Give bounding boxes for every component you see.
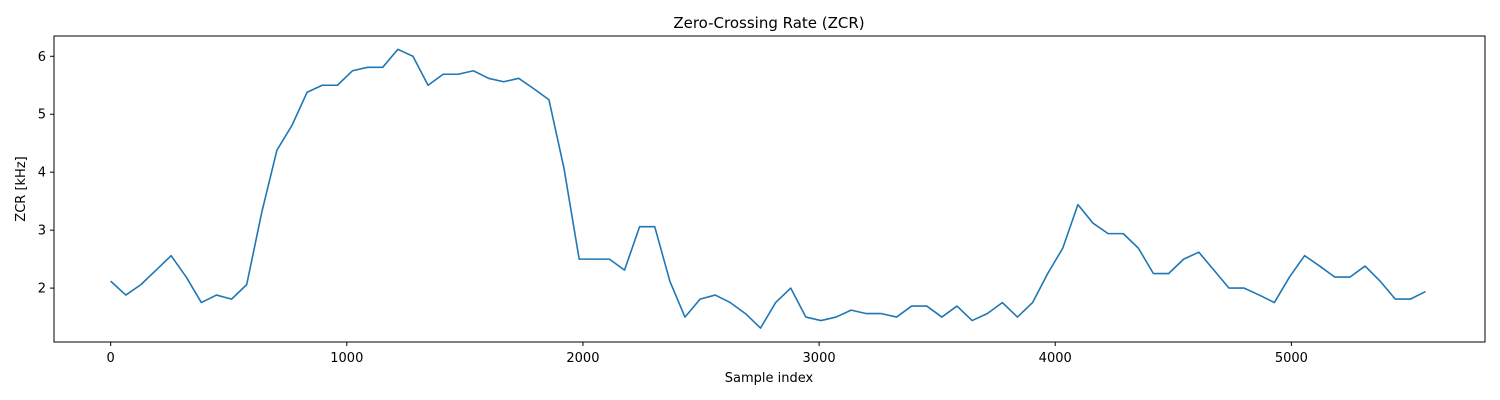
y-axis-ticks: 2 3 4 5 6 [38,50,54,297]
x-tick-label: 2000 [566,351,599,366]
y-tick-label: 3 [38,224,46,239]
x-tick-label: 4000 [1039,351,1072,366]
x-tick-label: 0 [107,351,115,366]
axes-frame [53,35,1486,343]
y-tick-label: 4 [38,166,46,181]
x-axis-ticks: 0 1000 2000 3000 4000 5000 [107,342,1308,366]
x-tick-label: 5000 [1275,351,1308,366]
y-axis-title: ZCR [kHz] [14,156,29,221]
x-axis-title: Sample index [725,371,814,386]
y-tick-label: 2 [38,282,46,297]
x-tick-label: 3000 [803,351,836,366]
y-tick-label: 5 [38,108,46,123]
y-tick-label: 6 [38,50,46,65]
zcr-series-line [110,48,1426,329]
chart-title: Zero-Crossing Rate (ZCR) [673,14,864,32]
plot-area: 0 1000 2000 3000 4000 5000 2 3 4 5 6 [38,35,1486,366]
x-tick-label: 1000 [330,351,363,366]
